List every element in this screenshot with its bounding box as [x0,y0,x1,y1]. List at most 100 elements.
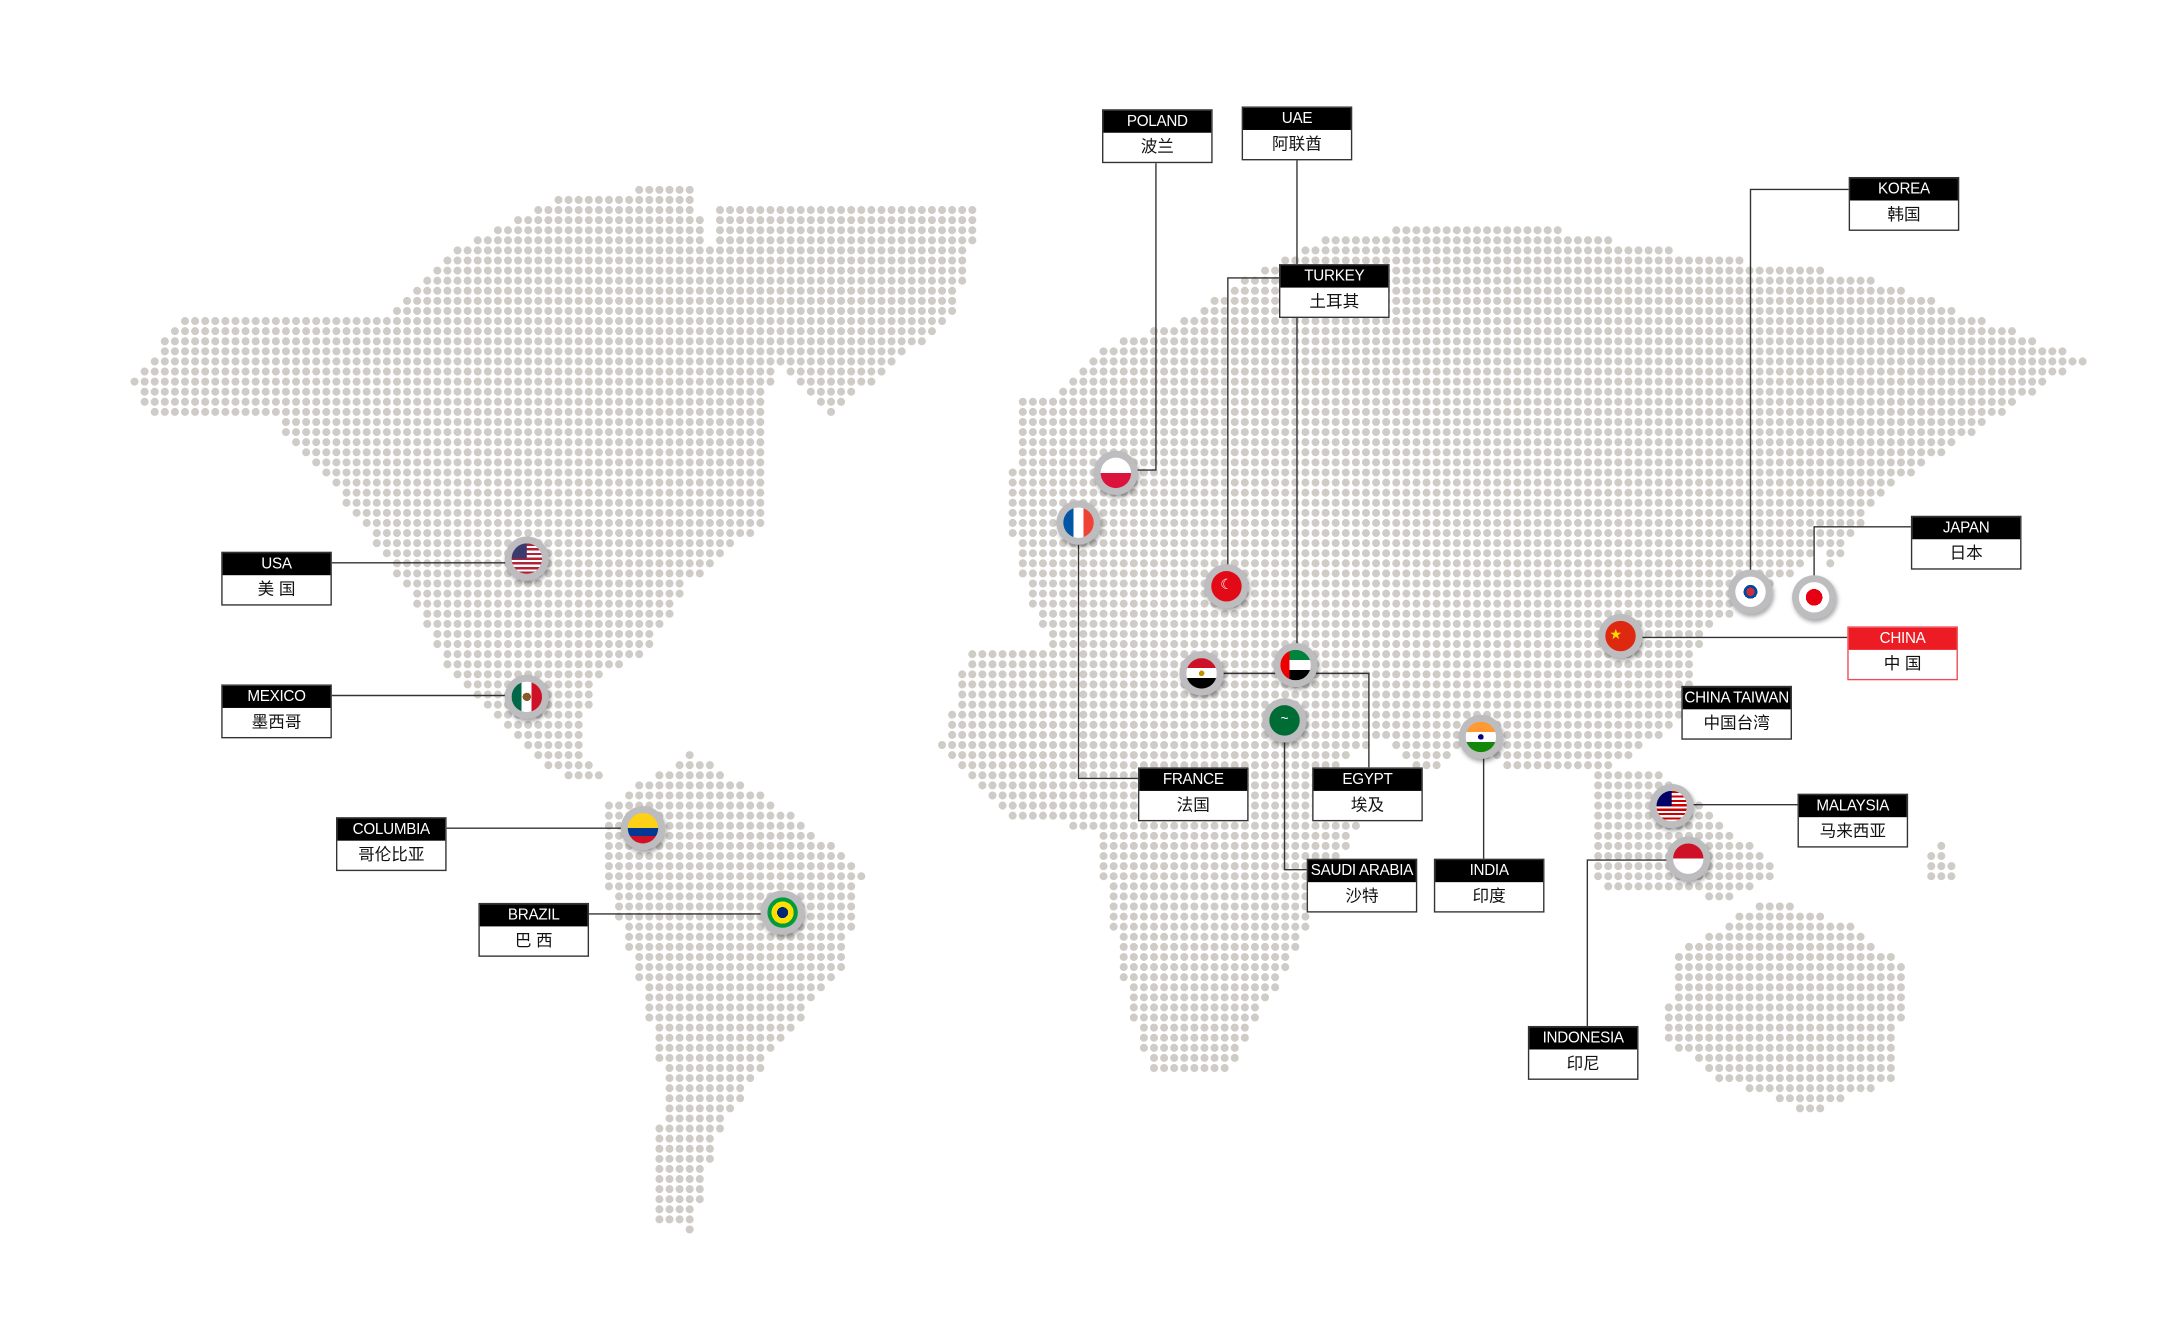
map-dot [1604,256,1613,265]
map-dot [1573,286,1582,295]
map-dot [837,266,846,275]
map-dot [302,317,311,326]
map-dot [958,226,967,235]
map-dot [1533,306,1542,315]
map-dot [554,296,563,305]
map-dot [695,276,704,285]
map-dot [1563,317,1572,326]
map-dot [746,246,755,255]
map-dot [1523,226,1532,235]
map-dot [1452,306,1461,315]
map-dot [887,276,896,285]
map-dot [917,236,926,245]
map-dot [806,236,815,245]
map-dot [473,296,482,305]
map-dot [483,296,492,305]
map-dot [1200,317,1209,326]
map-dot [1654,296,1663,305]
map-dot [776,216,785,225]
map-dot [524,256,533,265]
map-dot [1573,256,1582,265]
map-dot [1331,246,1340,255]
map-dot [524,306,533,315]
map-dot [615,266,624,275]
map-dot [756,246,765,255]
map-dot [877,286,886,295]
map-dot [554,266,563,275]
map-dot [473,286,482,295]
map-dot [1715,286,1724,295]
map-dot [1311,246,1320,255]
map-dot [1755,317,1764,326]
map-dot [1483,256,1492,265]
map-dot [1695,306,1704,315]
map-dot [685,296,694,305]
map-dot [534,226,543,235]
map-dot [1402,286,1411,295]
map-dot [443,317,452,326]
map-dot [1735,286,1744,295]
map-dot [746,256,755,265]
map-dot [1523,246,1532,255]
map-dot [1422,246,1431,255]
map-dot [1695,286,1704,295]
map-dot [877,226,886,235]
map-dot [1422,286,1431,295]
map-dot [1664,266,1673,275]
map-dot [625,256,634,265]
map-dot [503,226,513,235]
map-dot [554,216,563,225]
map-dot [806,216,815,225]
map-dot [1432,246,1441,255]
map-dot [1472,226,1482,235]
map-dot [1250,296,1259,305]
map-dot [403,306,412,315]
map-dot [776,296,785,305]
map-dot [857,216,866,225]
map-dot [524,226,533,235]
map-dot [1614,296,1623,305]
map-dot [625,236,634,245]
map-dot [574,296,583,305]
map-dot [746,276,755,285]
map-dot [362,317,371,326]
map-dot [352,327,361,336]
map-dot [877,236,886,245]
map-dot [1412,246,1421,255]
map-dot [837,206,846,215]
map-dot [1604,317,1613,326]
map-dot [1644,246,1653,255]
map-dot [503,306,513,315]
map-dot [493,317,502,326]
map-dot [867,306,876,315]
map-dot [675,236,684,245]
map-dot [463,266,472,275]
map-dot [1584,266,1593,275]
map-dot [1503,246,1512,255]
map-dot [1493,306,1502,315]
map-dot [534,216,543,225]
map-dot [1594,246,1603,255]
map-dot [796,306,805,315]
map-dot [1654,266,1663,275]
map-dot [736,266,745,275]
map-dot [887,226,896,235]
map-dot [1543,246,1552,255]
map-dot [1402,306,1411,315]
map-dot [1442,296,1451,305]
map-dot [514,246,523,255]
map-dot [1513,317,1522,326]
map-dot [362,327,371,336]
map-dot [1271,266,1280,275]
map-dot [514,226,523,235]
map-dot [1472,296,1482,305]
map-dot [574,306,583,315]
map-dot [1230,306,1239,315]
map-dot [1715,266,1724,275]
map-dot [756,216,765,225]
map-dot [1543,286,1552,295]
map-dot [221,327,230,336]
map-dot [1321,246,1330,255]
map-dot [1331,236,1340,245]
map-dot [1513,296,1522,305]
